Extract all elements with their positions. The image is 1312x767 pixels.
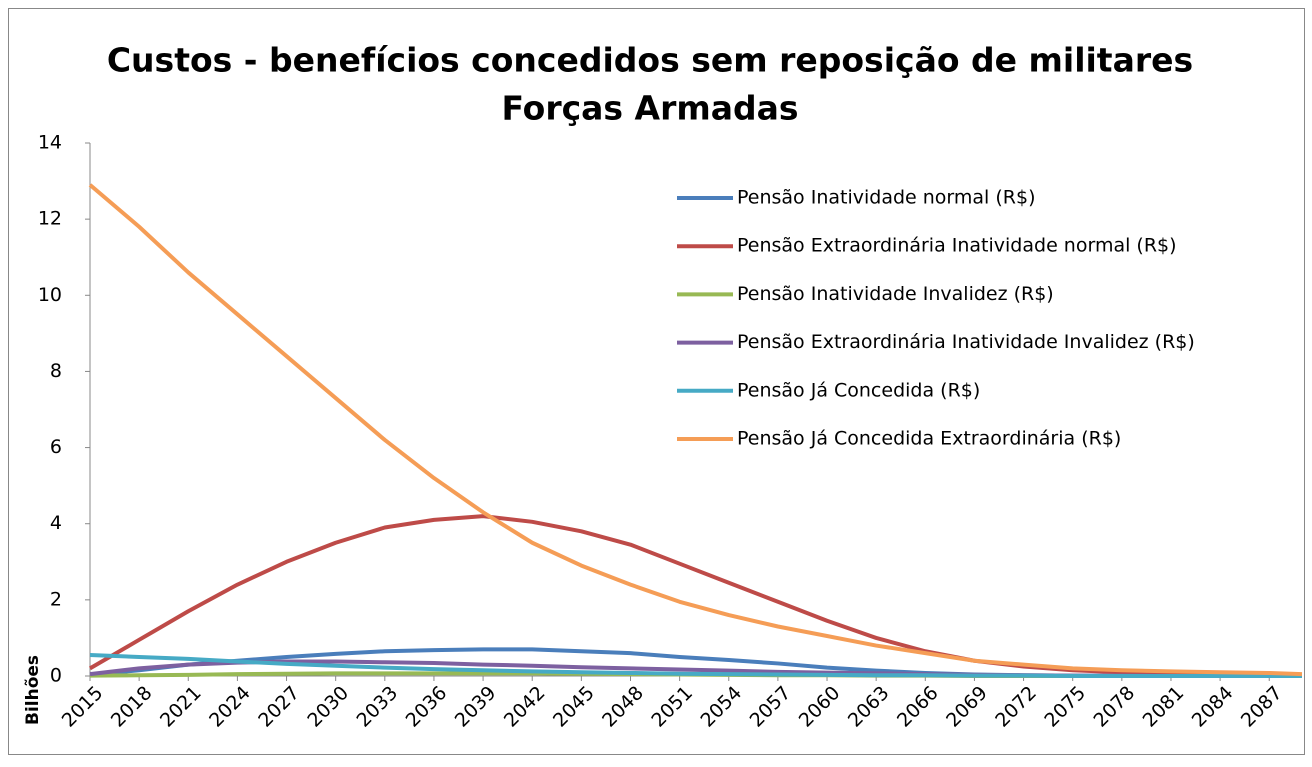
legend-label: Pensão Extraordinária Inatividade Invali… — [737, 331, 1195, 353]
line-series — [88, 183, 1303, 677]
line-series — [89, 653, 1302, 678]
chart-title: Custos - benefícios concedidos sem repos… — [107, 41, 1193, 80]
y-tick-label: 10 — [38, 284, 62, 306]
y-axis-label: Bilhões — [23, 655, 43, 725]
legend-label: Pensão Já Concedida Extraordinária (R$) — [737, 428, 1121, 450]
chart-border — [8, 8, 1305, 755]
legend-label: Pensão Extraordinária Inatividade normal… — [737, 235, 1177, 257]
y-tick-label: 12 — [38, 208, 62, 230]
legend-label: Pensão Já Concedida (R$) — [737, 379, 980, 401]
y-tick-label: 2 — [50, 588, 62, 610]
y-tick-label: 14 — [38, 132, 62, 154]
y-tick-label: 8 — [50, 360, 62, 382]
y-tick-label: 4 — [50, 512, 62, 534]
y-tick-label: 6 — [50, 436, 62, 458]
y-tick-label: 0 — [50, 665, 62, 687]
legend-label: Pensão Inatividade normal (R$) — [737, 187, 1035, 209]
legend-label: Pensão Inatividade Invalidez (R$) — [737, 283, 1054, 305]
chart-title: Forças Armadas — [501, 89, 798, 128]
